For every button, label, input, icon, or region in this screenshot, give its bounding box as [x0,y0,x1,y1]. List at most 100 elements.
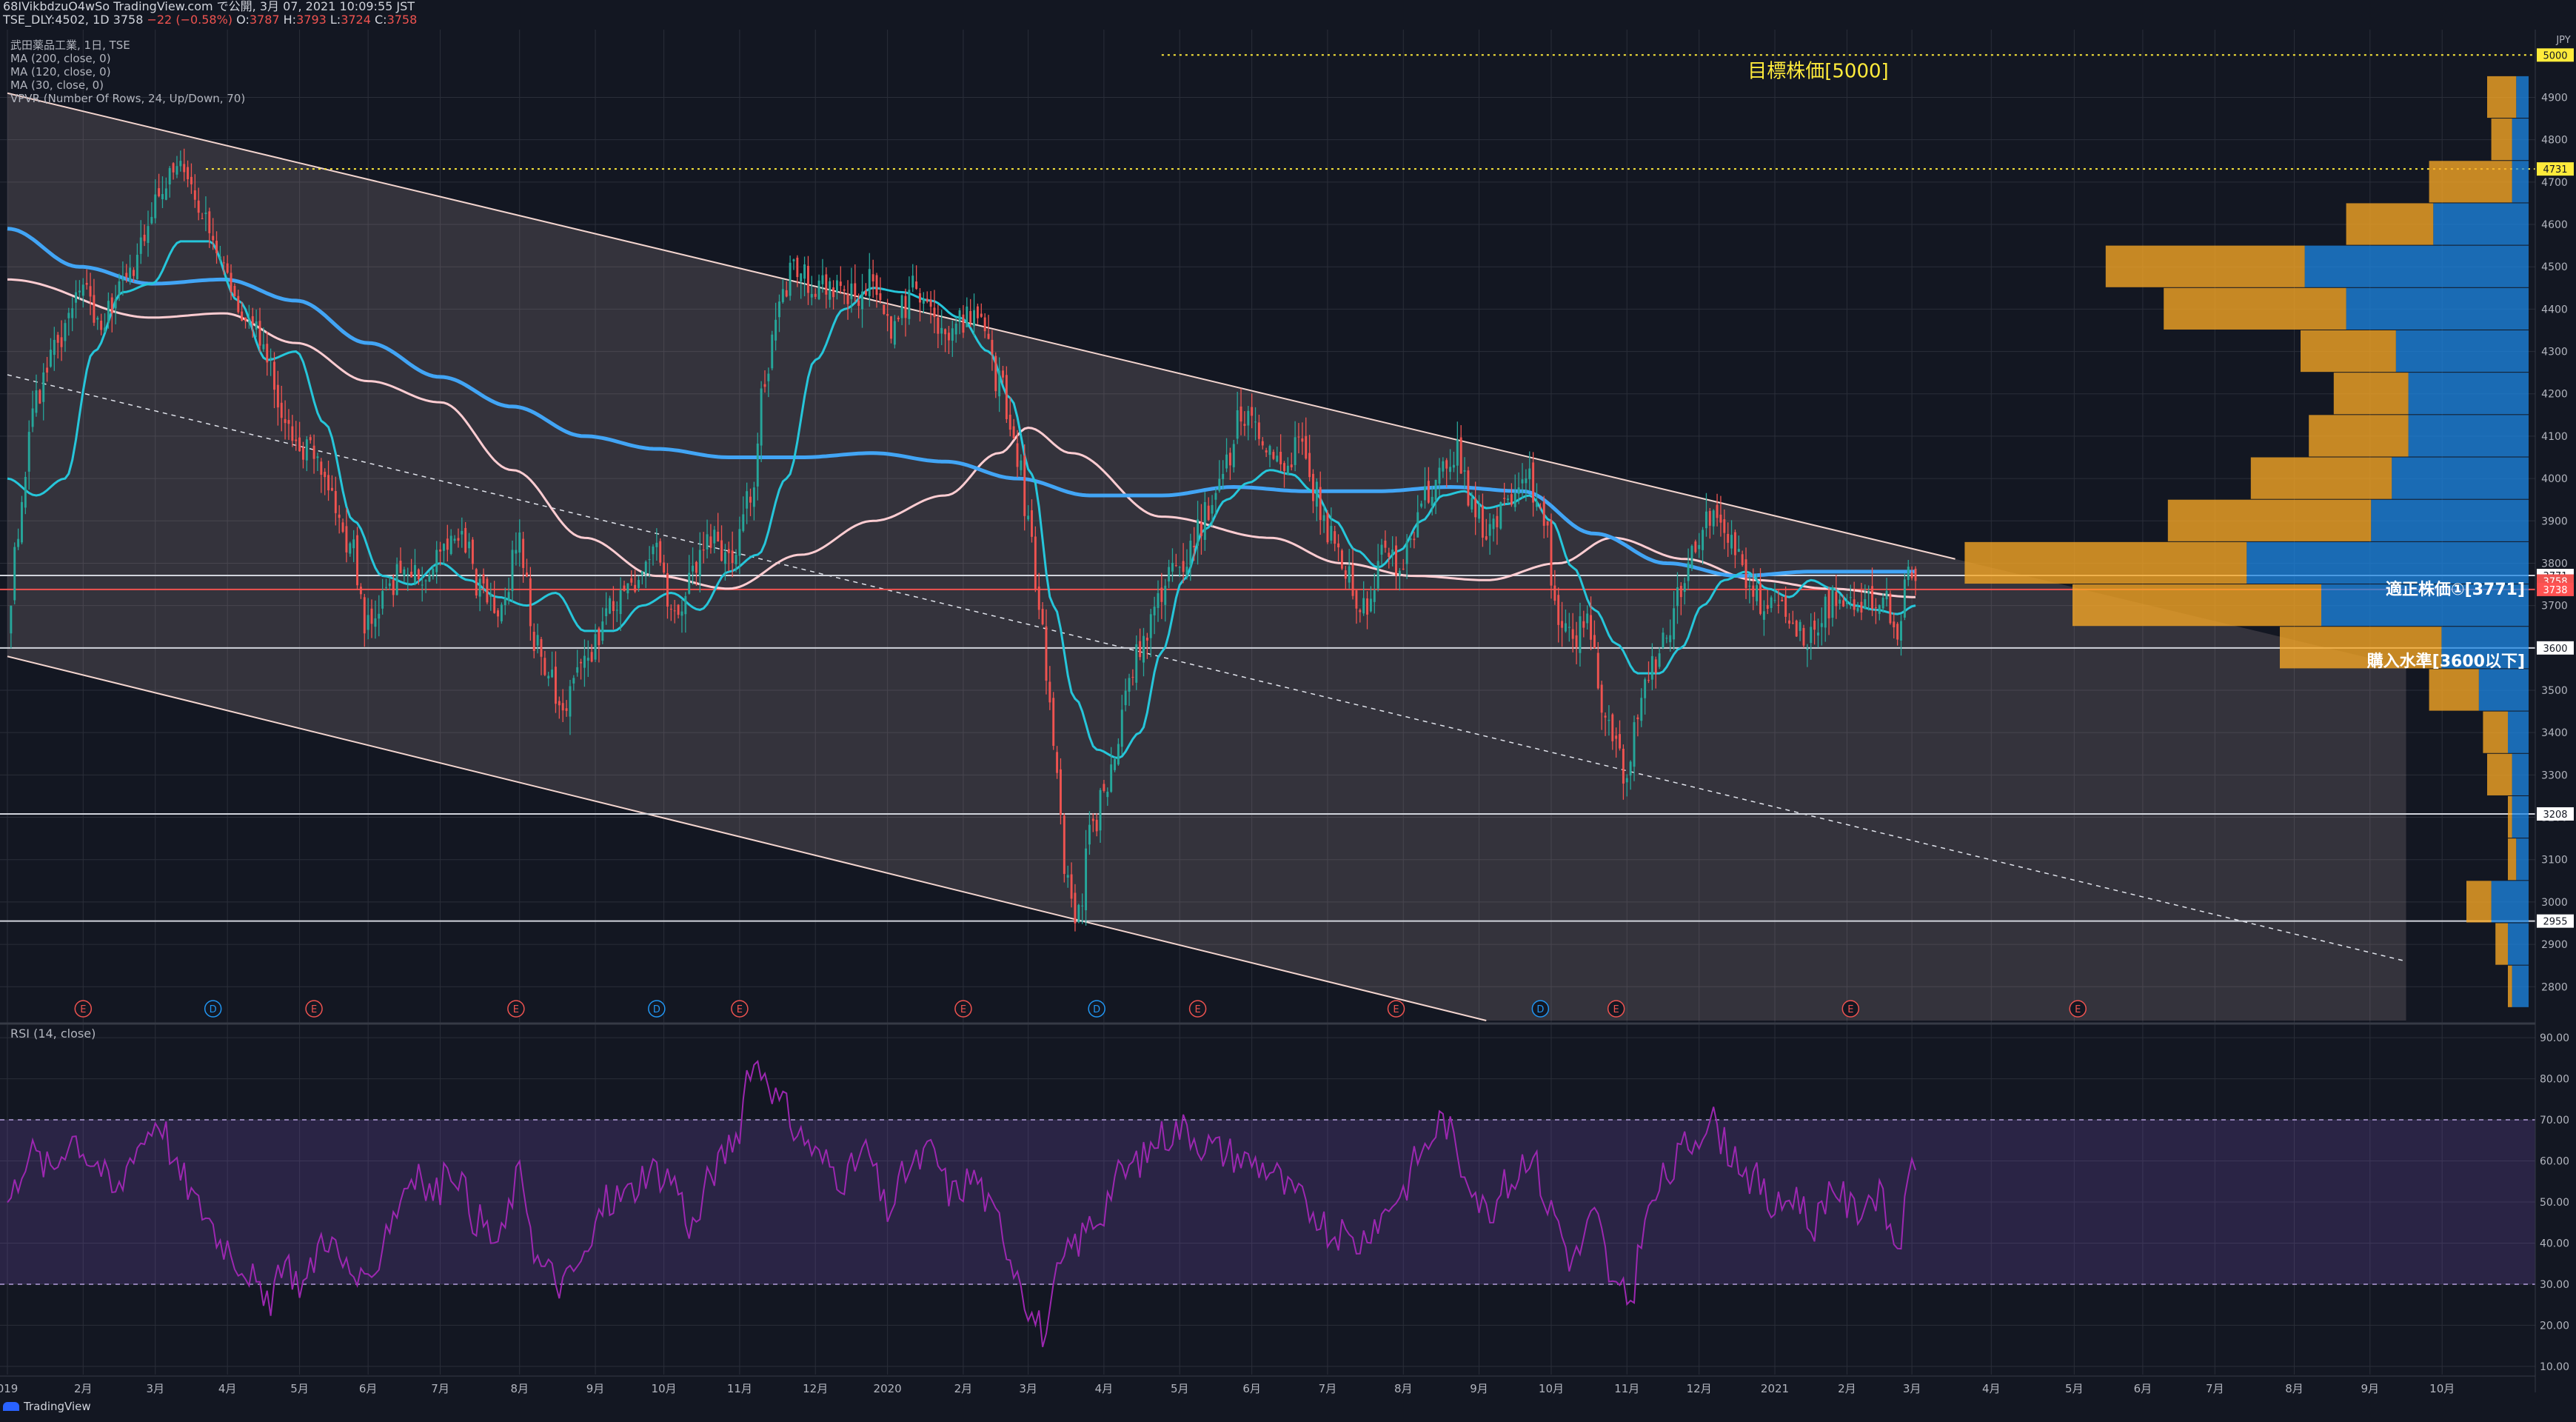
candle-body [133,270,135,276]
vp-down-bar [2309,415,2409,457]
event-marker [1188,1000,1207,1018]
candle-body [35,390,38,413]
candle-body [1542,501,1545,526]
candle-body [529,578,532,627]
candle-body [951,328,954,341]
candle-body [540,638,543,657]
candle-body [717,531,720,542]
price-tick-label: 3800 [2541,558,2568,570]
candle-body [915,281,918,290]
candle-body [605,608,608,617]
candle-body [1600,684,1603,713]
candle-body [940,327,943,334]
candle-body [1910,572,1913,578]
price-badge-label: 3738 [2543,585,2567,596]
candle-body [832,287,835,298]
candle-body [1723,519,1726,533]
candle-body [850,283,853,299]
channel-upper-line [7,92,1956,560]
candle-body [1261,441,1264,446]
vp-up-bar [2371,499,2529,541]
vp-up-bar [2433,203,2529,245]
candle-body [1510,494,1513,505]
candle-body [536,635,539,646]
time-tick-label: 10月 [1539,1382,1564,1395]
legend-symbol[interactable]: 武田薬品工業, 1日, TSE [10,39,130,52]
candle-body [370,608,373,624]
candle-body [626,583,629,594]
legend-ma120[interactable]: MA (120, close, 0) [10,65,111,79]
price-badge-label: 4731 [2543,164,2567,176]
vp-up-bar [2392,457,2529,499]
time-tick-label: 5月 [1171,1382,1189,1395]
candle-body [356,535,358,586]
candle-body [973,310,976,327]
candle-body [1012,426,1015,438]
candle-body [976,306,979,318]
candle-body [1820,623,1823,627]
candle-body [395,564,398,595]
candle-body [1889,593,1892,624]
candle-body [1629,761,1632,776]
candle-body [1355,590,1358,609]
candle-body [1467,470,1470,506]
legend-ma200[interactable]: MA (200, close, 0) [10,52,111,65]
candle-body [623,585,626,591]
candle-body [969,310,972,324]
price-badge [2537,914,2574,928]
candle-body [821,275,824,284]
candle-body [933,307,936,318]
vp-up-bar [2512,118,2529,161]
vp-up-bar [2478,669,2529,711]
candle-body [1189,541,1192,566]
candle-body [1207,505,1210,521]
candle-body [24,476,27,508]
time-tick-label: 8月 [510,1382,529,1395]
candle-body [414,564,416,583]
vp-up-bar [2512,161,2529,203]
candle-body [1730,535,1733,549]
candle-body [806,265,809,293]
candle-body [511,550,514,592]
candle-body [1254,421,1257,423]
candle-body [1315,481,1318,507]
candle-body [1766,604,1769,609]
candle-body [1174,565,1177,567]
candle-body [1139,641,1142,658]
candle-body [1388,553,1391,557]
candle-body [1550,519,1553,586]
rsi-line [7,1059,1916,1347]
candle-body [468,541,471,549]
candle-body [695,561,697,573]
candle-body [785,290,788,297]
price-tick-label: 3100 [2541,855,2568,867]
rsi-pane [0,1059,2535,1347]
candle-body [1085,848,1088,911]
candle-body [1658,653,1661,667]
candle-body [980,313,983,317]
legend-ma30[interactable]: MA (30, close, 0) [10,79,104,92]
candle-body [1914,568,1917,581]
candle-body [1669,635,1672,643]
legend-vpvr[interactable]: VPVR (Number Of Rows, 24, Up/Down, 70) [10,92,246,105]
candle-body [338,514,341,518]
candle-body [998,370,1001,397]
footer-logo[interactable]: TradingView [3,1400,91,1413]
candle-body [1608,719,1610,721]
candle-body [1708,510,1711,526]
candle-body [504,598,506,606]
candle-body [515,550,518,554]
candle-body [327,475,330,491]
candle-body [81,284,84,296]
candle-body [1319,487,1322,521]
candle-body [558,701,561,706]
candle-body [796,257,799,278]
candle-body [1536,501,1538,507]
candle-body [922,298,925,304]
candle-body [381,590,384,609]
rsi-legend[interactable]: RSI (14, close) [10,1027,96,1041]
candle-body [612,601,615,612]
candle-body [1081,905,1084,907]
candle-body [1492,518,1495,530]
